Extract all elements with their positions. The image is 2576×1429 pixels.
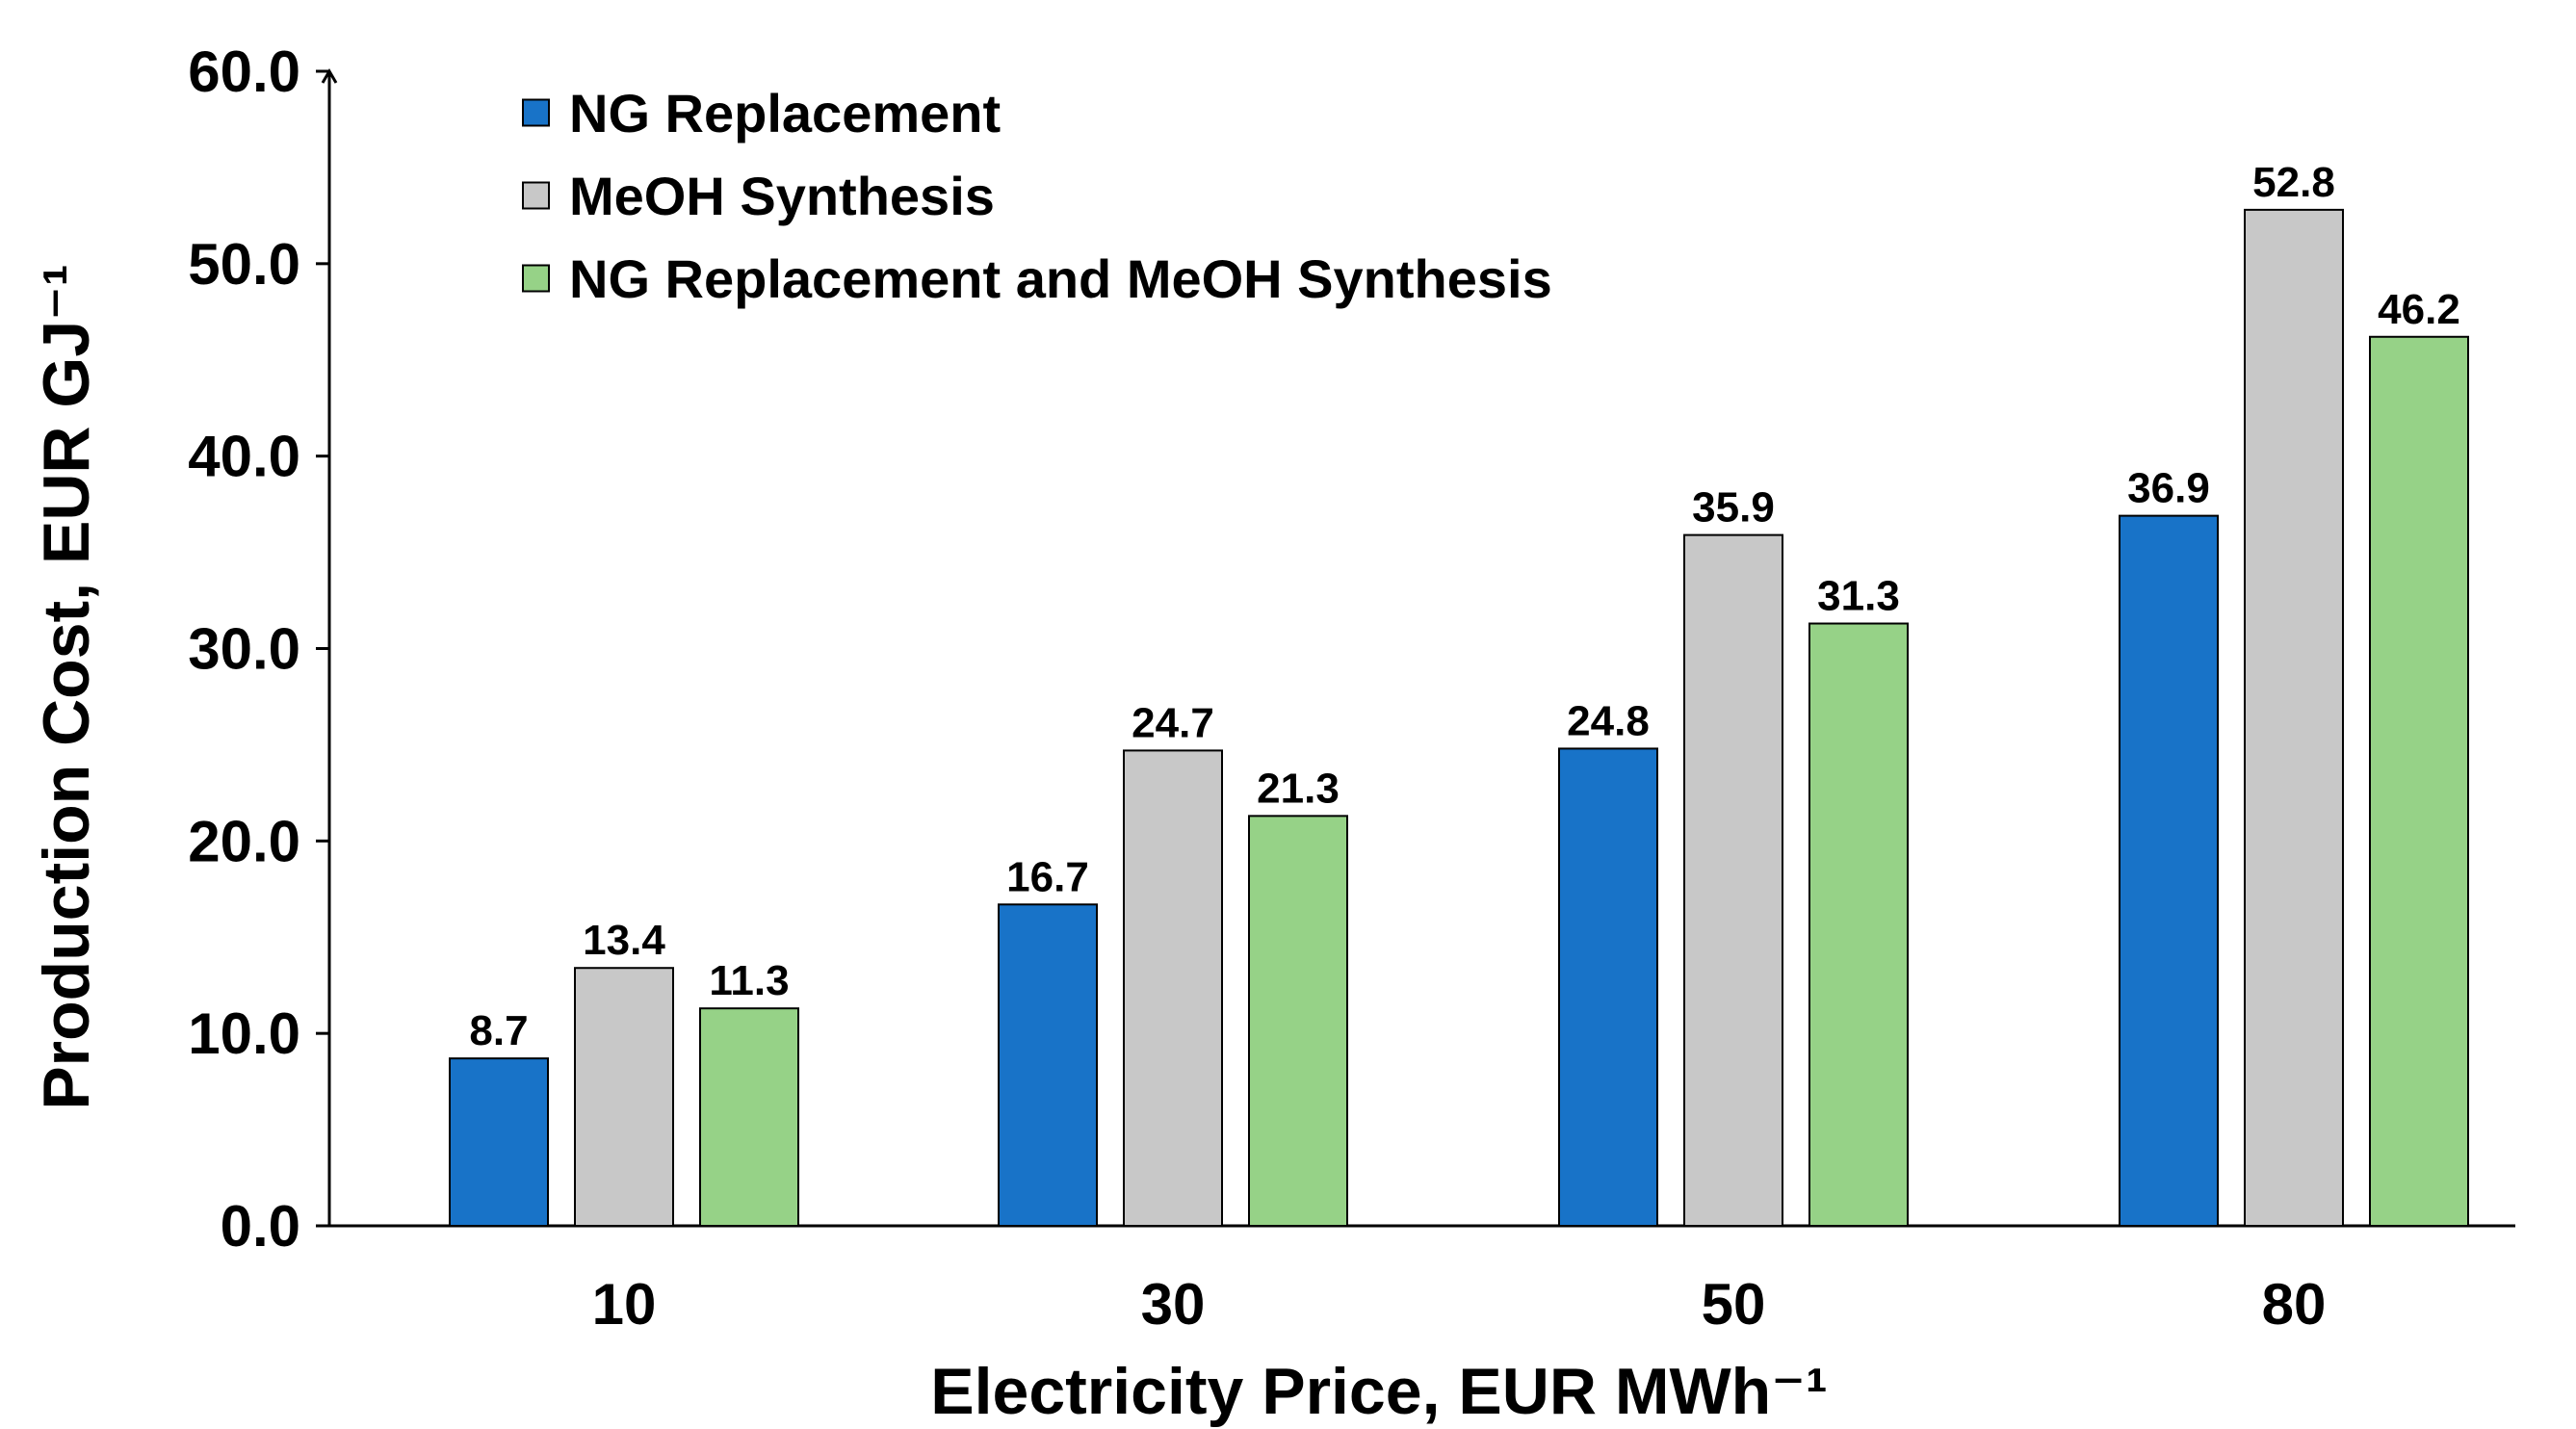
- bar: [1248, 815, 1348, 1227]
- x-tick-label: 80: [2262, 1272, 2327, 1337]
- legend-label: MeOH Synthesis: [569, 166, 995, 226]
- bar-data-label: 16.7: [1006, 853, 1089, 900]
- axes: Production Cost, EUR GJ⁻¹ Electricity Pr…: [30, 68, 2515, 1428]
- legend-label: NG Replacement: [569, 83, 1001, 143]
- bar: [574, 967, 674, 1227]
- y-axis-title: Production Cost, EUR GJ⁻¹: [30, 264, 103, 1109]
- ticks: 0.0 10.0 20.0 30.0 40.0 50.0 60.0 10 30 50 80: [188, 39, 2326, 1337]
- bar-data-label: 13.4: [583, 917, 665, 964]
- data-labels: 8.7 16.7 24.8 36.9 13.4 24.7 35.9 52.8 11.3 21.3 3…: [469, 159, 2459, 1054]
- legend-swatch: [522, 264, 550, 293]
- bar-data-label: 11.3: [709, 957, 789, 1004]
- bar: [2369, 335, 2469, 1227]
- legend-label: NG Replacement and MeOH Synthesis: [569, 248, 1552, 309]
- legend-swatch: [522, 181, 550, 210]
- bar: [1683, 533, 1783, 1227]
- bar-data-label: 21.3: [1257, 765, 1340, 812]
- bar: [998, 903, 1098, 1227]
- bar-data-label: 52.8: [2252, 159, 2335, 206]
- x-tick-label: 30: [1141, 1272, 1206, 1337]
- bar-data-label: 24.8: [1567, 697, 1650, 744]
- x-axis-title: Electricity Price, EUR MWh⁻¹: [930, 1355, 1827, 1428]
- bar-data-label: 46.2: [2378, 286, 2460, 333]
- bar-data-label: 8.7: [469, 1007, 528, 1054]
- bar-data-label: 24.7: [1132, 699, 1214, 746]
- x-tick-label: 50: [1702, 1272, 1766, 1337]
- x-tick-label: 10: [592, 1272, 657, 1337]
- y-tick-label: 20.0: [188, 809, 300, 873]
- bar: [699, 1007, 799, 1228]
- legend-swatch: [522, 98, 550, 127]
- bar: [2119, 514, 2219, 1227]
- bar: [1558, 747, 1658, 1227]
- bar: [1123, 749, 1223, 1228]
- bar: [1808, 622, 1909, 1227]
- legend: NG Replacement MeOH Synthesis NG Replaceme…: [522, 83, 1552, 309]
- bar: [449, 1057, 549, 1228]
- y-tick-label: 0.0: [221, 1194, 300, 1259]
- bar-data-label: 31.3: [1817, 573, 1900, 620]
- y-tick-label: 10.0: [188, 1001, 300, 1066]
- bars: [449, 208, 2469, 1228]
- bar-data-label: 36.9: [2127, 465, 2210, 512]
- bar-data-label: 35.9: [1692, 484, 1775, 532]
- y-tick-label: 60.0: [188, 39, 300, 104]
- y-tick-label: 30.0: [188, 617, 300, 682]
- y-tick-label: 50.0: [188, 232, 300, 297]
- y-tick-label: 40.0: [188, 425, 300, 489]
- bar: [2244, 208, 2344, 1227]
